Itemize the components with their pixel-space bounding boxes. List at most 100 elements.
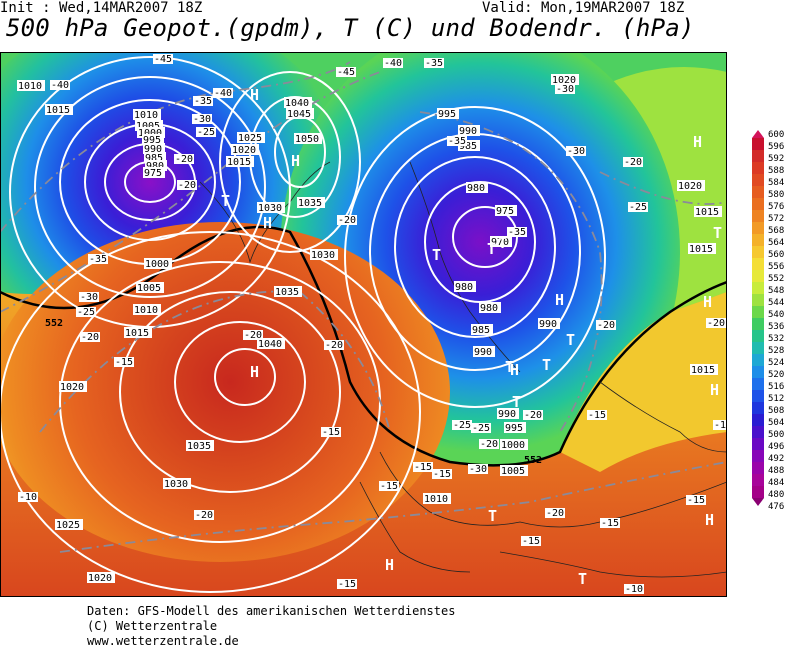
geopotential-labels: 552 552 bbox=[45, 318, 542, 466]
pressure-label: 995 bbox=[142, 134, 164, 146]
pressure-label: 1040 bbox=[257, 338, 285, 350]
temp-label: -20 bbox=[174, 154, 194, 165]
pressure-label: 1015 bbox=[694, 206, 722, 218]
svg-text:-25: -25 bbox=[77, 307, 95, 318]
temp-label: -15 bbox=[379, 481, 399, 492]
svg-text:-20: -20 bbox=[624, 157, 642, 168]
pressure-label: 1015 bbox=[690, 364, 718, 376]
svg-text:1050: 1050 bbox=[295, 134, 319, 145]
svg-text:1000: 1000 bbox=[501, 440, 525, 451]
svg-text:-20: -20 bbox=[480, 439, 498, 450]
map-frame bbox=[0, 52, 727, 597]
pressure-label: 1050 bbox=[294, 133, 322, 145]
footer-website[interactable]: www.wetterzentrale.de bbox=[87, 634, 239, 648]
pressure-label: 1005 bbox=[500, 465, 528, 477]
svg-text:-25: -25 bbox=[629, 202, 647, 213]
temp-label: -20 bbox=[80, 332, 100, 343]
temp-label: -25 bbox=[76, 307, 96, 318]
legend-swatch bbox=[752, 138, 764, 150]
svg-text:-10: -10 bbox=[625, 584, 643, 595]
legend-swatch bbox=[752, 318, 764, 330]
pressure-label: 1010 bbox=[17, 80, 45, 92]
legend-label: 484 bbox=[768, 478, 784, 488]
geopotential-label: 552 bbox=[45, 318, 63, 329]
svg-text:-20: -20 bbox=[546, 508, 564, 519]
legend-label: 564 bbox=[768, 238, 784, 248]
svg-text:1015: 1015 bbox=[46, 105, 70, 116]
pressure-label: 980 bbox=[479, 302, 501, 314]
svg-text:1015: 1015 bbox=[695, 207, 719, 218]
temp-label: -45 bbox=[336, 67, 356, 78]
legend-swatch bbox=[752, 186, 764, 198]
legend-swatch bbox=[752, 270, 764, 282]
pressure-label: 1015 bbox=[226, 156, 254, 168]
low-center: T bbox=[488, 507, 497, 525]
high-center: H bbox=[291, 152, 300, 170]
pressure-label: 1035 bbox=[186, 440, 214, 452]
legend-label: 504 bbox=[768, 418, 784, 428]
legend-label: 536 bbox=[768, 322, 784, 332]
svg-text:1020: 1020 bbox=[88, 573, 112, 584]
legend-label: 596 bbox=[768, 142, 784, 152]
legend-swatch bbox=[752, 474, 764, 486]
color-legend: 600 596 592 588 584 580 576 572 568 564 560 556 552 5… bbox=[752, 130, 784, 512]
svg-text:1010: 1010 bbox=[424, 494, 448, 505]
svg-text:-20: -20 bbox=[195, 510, 213, 521]
pressure-label: 1045 bbox=[286, 108, 314, 120]
band-east-yellow2 bbox=[560, 292, 727, 472]
legend-swatch bbox=[752, 402, 764, 414]
temp-label: -20 bbox=[243, 330, 263, 341]
high-center: H bbox=[385, 556, 394, 574]
svg-text:1035: 1035 bbox=[187, 441, 211, 452]
svg-text:1030: 1030 bbox=[164, 479, 188, 490]
legend-label: 516 bbox=[768, 382, 784, 392]
pressure-label: 985 bbox=[471, 324, 493, 336]
legend-swatch bbox=[752, 378, 764, 390]
weather-map[interactable]: 1010 1015 1010 1005 1000 995 990 985 980… bbox=[0, 52, 727, 597]
footer-copyright: (C) Wetterzentrale bbox=[87, 619, 218, 633]
svg-text:-20: -20 bbox=[244, 330, 262, 341]
temp-label: -40 bbox=[383, 58, 403, 69]
svg-text:1005: 1005 bbox=[136, 121, 160, 132]
svg-text:1035: 1035 bbox=[275, 287, 299, 298]
legend-swatch bbox=[752, 486, 764, 498]
pressure-label: 1000 bbox=[500, 439, 528, 451]
svg-text:980: 980 bbox=[455, 282, 473, 293]
pressure-label: 985 bbox=[458, 140, 480, 152]
legend-swatch bbox=[752, 414, 764, 426]
svg-text:-20: -20 bbox=[707, 318, 725, 329]
temp-label: -40 bbox=[50, 80, 70, 91]
legend-label: 548 bbox=[768, 286, 784, 296]
svg-text:975: 975 bbox=[144, 168, 162, 179]
high-center: H bbox=[555, 291, 564, 309]
legend-label: 600 bbox=[768, 130, 784, 140]
pressure-label: 1010 bbox=[133, 304, 161, 316]
init-time: Init : Wed,14MAR2007 18Z bbox=[0, 0, 203, 16]
temp-label: -20 bbox=[523, 410, 543, 421]
svg-text:-25: -25 bbox=[453, 420, 471, 431]
svg-text:990: 990 bbox=[539, 319, 557, 330]
svg-text:-30: -30 bbox=[556, 84, 574, 95]
low-center: T bbox=[566, 331, 575, 349]
svg-text:995: 995 bbox=[505, 423, 523, 434]
svg-text:-20: -20 bbox=[597, 320, 615, 331]
pressure-label: 1025 bbox=[55, 519, 83, 531]
temp-label: -20 bbox=[545, 508, 565, 519]
svg-text:1030: 1030 bbox=[311, 250, 335, 261]
temp-label: -35 bbox=[193, 96, 213, 107]
svg-text:-40: -40 bbox=[214, 88, 232, 99]
high-center: H bbox=[250, 363, 259, 381]
low-center: T bbox=[542, 356, 551, 374]
temp-label: -20 bbox=[324, 340, 344, 351]
low-center: T bbox=[221, 192, 230, 210]
svg-text:-35: -35 bbox=[89, 254, 107, 265]
valid-time: Valid: Mon,19MAR2007 18Z bbox=[482, 0, 685, 16]
temp-label: -35 bbox=[88, 254, 108, 265]
temp-label: -20 bbox=[337, 215, 357, 226]
svg-text:-40: -40 bbox=[384, 58, 402, 69]
legend-label: 580 bbox=[768, 190, 784, 200]
legend-swatch bbox=[752, 450, 764, 462]
svg-text:-20: -20 bbox=[338, 215, 356, 226]
svg-text:980: 980 bbox=[146, 161, 164, 172]
svg-text:-25: -25 bbox=[472, 423, 490, 434]
